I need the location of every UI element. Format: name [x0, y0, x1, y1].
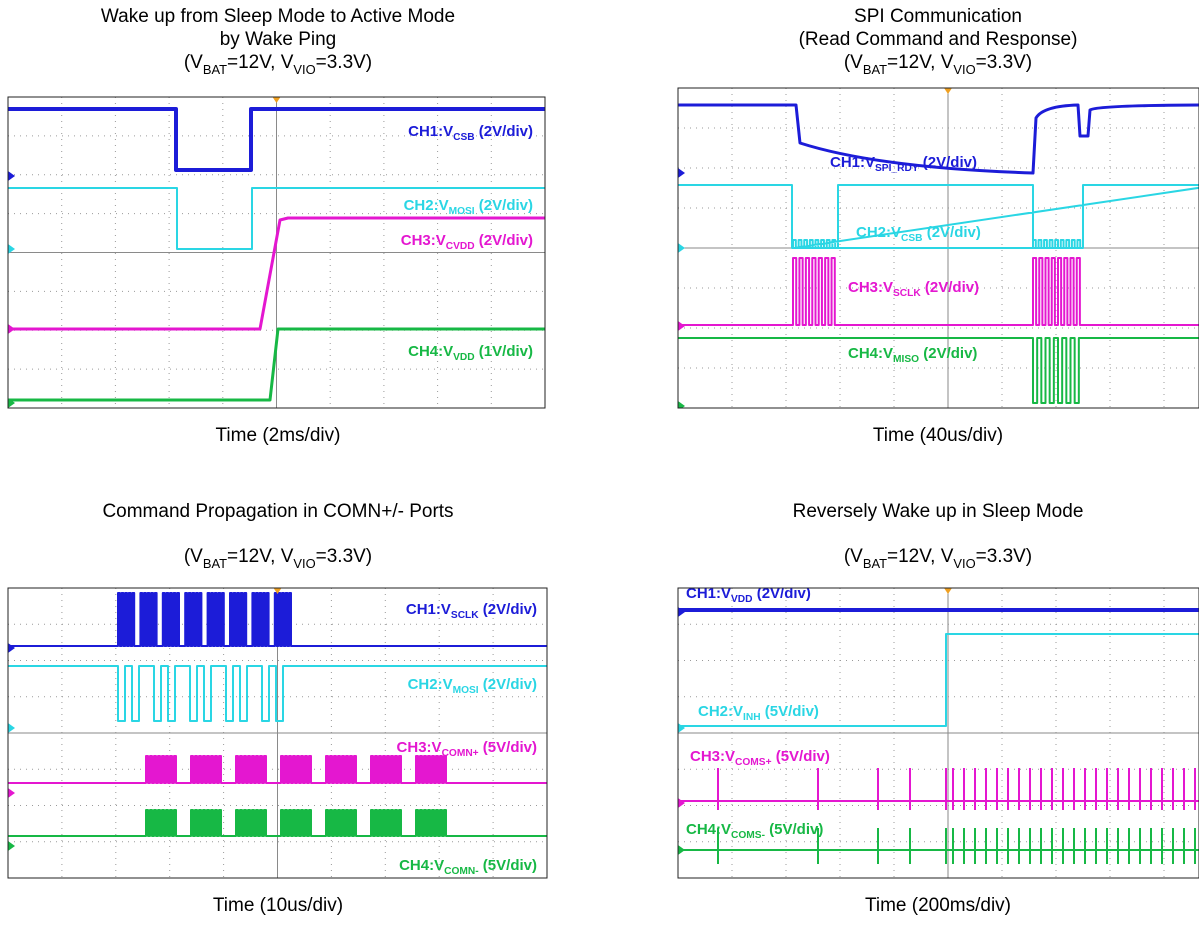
text-run: =3.3V): [976, 546, 1033, 567]
text-run: MOSI: [449, 206, 475, 217]
text-run: CH3:V: [690, 748, 735, 765]
text-run: INH: [743, 712, 761, 723]
text-run: CH4:V: [408, 343, 453, 360]
text-run: (2V/div): [479, 676, 537, 693]
text-run: (5V/div): [772, 748, 830, 765]
text-run: COMS+: [735, 757, 772, 768]
text-run: VDD: [731, 594, 753, 605]
text-run: SCLK: [893, 288, 921, 299]
text-run: CSB: [901, 233, 923, 244]
text-run: CH3:V: [848, 279, 893, 296]
panel-title: by Wake Ping: [220, 29, 337, 50]
text-run: CVDD: [446, 241, 475, 252]
text-run: (2V/div): [919, 154, 977, 171]
text-run: (2V/div): [479, 601, 537, 618]
text-run: (2V/div): [475, 123, 533, 140]
text-run: (2V/div): [475, 232, 533, 249]
text-run: CH3:V: [397, 739, 442, 756]
text-run: (2V/div): [919, 345, 977, 362]
text-run: BAT: [203, 556, 227, 571]
text-run: CH2:V: [408, 676, 453, 693]
text-run: MISO: [893, 354, 919, 365]
text-run: VDD: [453, 352, 475, 363]
text-run: CH1:V: [408, 123, 453, 140]
text-run: BAT: [203, 62, 227, 77]
scope-screen: CH1:VSPI_RDY (2V/div) CH2:VCSB (2V/div) CH…: [678, 88, 1199, 411]
text-run: MOSI: [453, 685, 479, 696]
text-run: CH1:V: [406, 601, 451, 618]
text-run: (5V/div): [479, 739, 537, 756]
scope-screen: CH1:VVDD (2V/div)CH2:VINH (5V/div)CH3:VC…: [678, 585, 1199, 878]
text-run: CH2:V: [404, 197, 449, 214]
text-run: (V: [844, 546, 863, 567]
text-run: CH4:V: [686, 821, 731, 838]
text-run: (V: [184, 546, 203, 567]
text-run: VIO: [293, 556, 315, 571]
text-run: BAT: [863, 62, 887, 77]
text-run: (2V/div): [475, 197, 533, 214]
text-run: (5V/div): [761, 703, 819, 720]
text-run: COMS-: [731, 830, 765, 841]
time-label: Time (2ms/div): [216, 425, 341, 446]
figure: Wake up from Sleep Mode to Active Modeby…: [0, 0, 1199, 930]
text-run: CH4:V: [848, 345, 893, 362]
text-run: SCLK: [451, 610, 479, 621]
text-run: VIO: [953, 556, 975, 571]
panel-title: (Read Command and Response): [799, 29, 1078, 50]
text-run: CH3:V: [401, 232, 446, 249]
text-run: (2V/div): [921, 279, 979, 296]
text-run: COMN+: [442, 748, 479, 759]
text-run: (V: [844, 52, 863, 73]
panel-title: SPI Communication: [854, 6, 1022, 27]
scope-screen: CH1:VSCLK (2V/div) CH2:VMOSI (2V/div) CH3:…: [8, 588, 548, 878]
scope-screen: CH1:VCSB (2V/div) CH2:VMOSI (2V/div) CH3:V…: [8, 97, 545, 408]
text-run: (V: [184, 52, 203, 73]
conditions: (VBAT=12V, VVIO=3.3V): [844, 52, 1032, 77]
panel-title: Command Propagation in COMN+/- Ports: [102, 501, 453, 522]
text-run: CH4:V: [399, 857, 444, 874]
text-run: (1V/div): [475, 343, 533, 360]
time-label: Time (200ms/div): [865, 895, 1011, 916]
panel-title: Wake up from Sleep Mode to Active Mode: [101, 6, 455, 27]
conditions: (VBAT=12V, VVIO=3.3V): [184, 546, 372, 571]
text-run: (2V/div): [923, 224, 981, 241]
text-run: =12V, V: [887, 52, 954, 73]
text-run: CH2:V: [856, 224, 901, 241]
conditions: (VBAT=12V, VVIO=3.3V): [844, 546, 1032, 571]
conditions: (VBAT=12V, VVIO=3.3V): [184, 52, 372, 77]
text-run: CSB: [453, 132, 475, 143]
text-run: BAT: [863, 556, 887, 571]
text-run: SPI_RDY: [875, 163, 919, 174]
text-run: =12V, V: [227, 546, 294, 567]
panel-title: Reversely Wake up in Sleep Mode: [793, 501, 1084, 522]
text-run: VIO: [293, 62, 315, 77]
text-run: CH1:V: [830, 154, 875, 171]
text-run: =3.3V): [316, 546, 373, 567]
text-run: VIO: [953, 62, 975, 77]
time-label: Time (10us/div): [213, 895, 343, 916]
text-run: =3.3V): [976, 52, 1033, 73]
text-run: (5V/div): [479, 857, 537, 874]
text-run: =12V, V: [887, 546, 954, 567]
text-run: CH2:V: [698, 703, 743, 720]
text-run: =3.3V): [316, 52, 373, 73]
text-run: COMN-: [444, 866, 479, 877]
text-run: =12V, V: [227, 52, 294, 73]
time-label: Time (40us/div): [873, 425, 1003, 446]
text-run: (5V/div): [765, 821, 823, 838]
